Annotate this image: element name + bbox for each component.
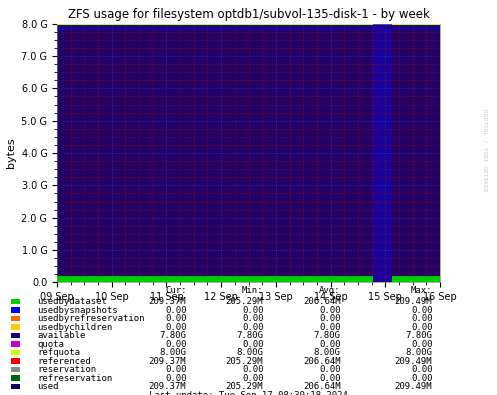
Text: 205.29M: 205.29M: [226, 382, 263, 391]
Text: 205.29M: 205.29M: [226, 357, 263, 365]
Text: 0.00: 0.00: [242, 340, 263, 348]
Text: 0.00: 0.00: [165, 340, 186, 348]
Text: usedbychildren: usedbychildren: [37, 323, 112, 331]
Text: 0.00: 0.00: [411, 306, 432, 314]
Text: 0.00: 0.00: [242, 365, 263, 374]
Text: 0.00: 0.00: [242, 306, 263, 314]
Text: 206.64M: 206.64M: [303, 357, 340, 365]
Text: usedbyrefreservation: usedbyrefreservation: [37, 314, 145, 323]
Text: 0.00: 0.00: [242, 323, 263, 331]
Text: 7.80G: 7.80G: [406, 331, 432, 340]
Text: 209.37M: 209.37M: [149, 382, 186, 391]
Text: 0.00: 0.00: [165, 374, 186, 382]
Text: 0.00: 0.00: [242, 374, 263, 382]
Text: 0.00: 0.00: [411, 314, 432, 323]
Text: RRDTOOL / TOBI OETIKER: RRDTOOL / TOBI OETIKER: [482, 109, 487, 191]
Text: 0.00: 0.00: [165, 323, 186, 331]
Text: 8.00G: 8.00G: [406, 348, 432, 357]
Text: 0.00: 0.00: [319, 306, 340, 314]
Text: 0.00: 0.00: [165, 314, 186, 323]
Text: refquota: refquota: [37, 348, 81, 357]
Text: 0.00: 0.00: [411, 374, 432, 382]
Text: 7.80G: 7.80G: [237, 331, 263, 340]
Text: 0.00: 0.00: [319, 374, 340, 382]
Text: Cur:: Cur:: [165, 286, 186, 295]
Text: 0.00: 0.00: [319, 323, 340, 331]
Text: 0.00: 0.00: [411, 340, 432, 348]
Text: 0.00: 0.00: [165, 306, 186, 314]
Text: 209.49M: 209.49M: [395, 382, 432, 391]
Text: 0.00: 0.00: [242, 314, 263, 323]
Text: Last update: Tue Sep 17 08:30:18 2024: Last update: Tue Sep 17 08:30:18 2024: [149, 391, 348, 395]
Text: 205.29M: 205.29M: [226, 297, 263, 306]
Text: 209.49M: 209.49M: [395, 357, 432, 365]
Text: Avg:: Avg:: [319, 286, 340, 295]
Text: refreservation: refreservation: [37, 374, 112, 382]
Text: usedbydataset: usedbydataset: [37, 297, 107, 306]
Text: 8.00G: 8.00G: [160, 348, 186, 357]
Text: 206.64M: 206.64M: [303, 382, 340, 391]
Text: 7.80G: 7.80G: [314, 331, 340, 340]
Text: quota: quota: [37, 340, 64, 348]
Text: Min:: Min:: [242, 286, 263, 295]
Text: 0.00: 0.00: [411, 323, 432, 331]
Text: 206.64M: 206.64M: [303, 297, 340, 306]
Title: ZFS usage for filesystem optdb1/subvol-135-disk-1 - by week: ZFS usage for filesystem optdb1/subvol-1…: [68, 8, 429, 21]
Text: referenced: referenced: [37, 357, 91, 365]
Text: 209.37M: 209.37M: [149, 297, 186, 306]
Text: available: available: [37, 331, 85, 340]
Text: 8.00G: 8.00G: [314, 348, 340, 357]
Text: 209.49M: 209.49M: [395, 297, 432, 306]
Text: Max:: Max:: [411, 286, 432, 295]
Text: 8.00G: 8.00G: [237, 348, 263, 357]
Text: 0.00: 0.00: [411, 365, 432, 374]
Text: 0.00: 0.00: [165, 365, 186, 374]
Text: 7.80G: 7.80G: [160, 331, 186, 340]
Text: reservation: reservation: [37, 365, 96, 374]
Text: 0.00: 0.00: [319, 365, 340, 374]
Text: 0.00: 0.00: [319, 314, 340, 323]
Y-axis label: bytes: bytes: [6, 138, 16, 168]
Text: 209.37M: 209.37M: [149, 357, 186, 365]
Text: 0.00: 0.00: [319, 340, 340, 348]
Text: usedbysnapshots: usedbysnapshots: [37, 306, 118, 314]
Text: used: used: [37, 382, 59, 391]
